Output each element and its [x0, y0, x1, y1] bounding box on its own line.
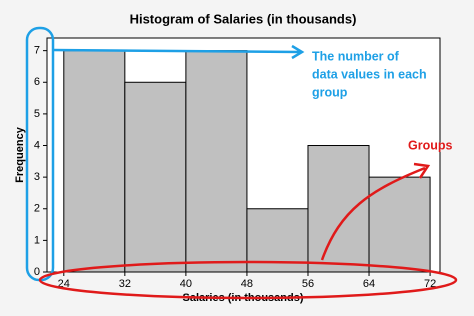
y-tick-label: 2 [34, 203, 40, 215]
annotation: Groups [408, 138, 452, 152]
axis-highlight [38, 260, 458, 300]
arrow [320, 162, 431, 261]
y-tick-label: 5 [34, 108, 40, 120]
arrow [51, 44, 305, 60]
y-tick-label: 0 [34, 266, 40, 278]
x-tick-label: 40 [180, 278, 192, 290]
y-tick-label: 4 [34, 139, 40, 151]
bar [185, 50, 248, 273]
annotation: data values in each [312, 67, 427, 81]
annotation: group [312, 85, 348, 99]
y-tick-label: 3 [34, 171, 40, 183]
bar [124, 81, 187, 273]
bar [63, 50, 126, 273]
y-axis-label: Frequency [14, 126, 26, 183]
x-tick-label: 64 [363, 278, 375, 290]
bar [307, 145, 370, 273]
y-tick-label: 7 [34, 45, 40, 57]
x-tick-label: 72 [424, 278, 436, 290]
y-tick-label: 6 [34, 76, 40, 88]
chart-title: Histogram of Salaries (in thousands) [130, 11, 357, 26]
x-tick-label: 32 [119, 278, 131, 290]
annotation: The number of [312, 49, 400, 63]
x-tick-label: 56 [302, 278, 314, 290]
x-tick-label: 48 [241, 278, 253, 290]
y-tick-label: 1 [34, 234, 40, 246]
bar [368, 176, 431, 273]
